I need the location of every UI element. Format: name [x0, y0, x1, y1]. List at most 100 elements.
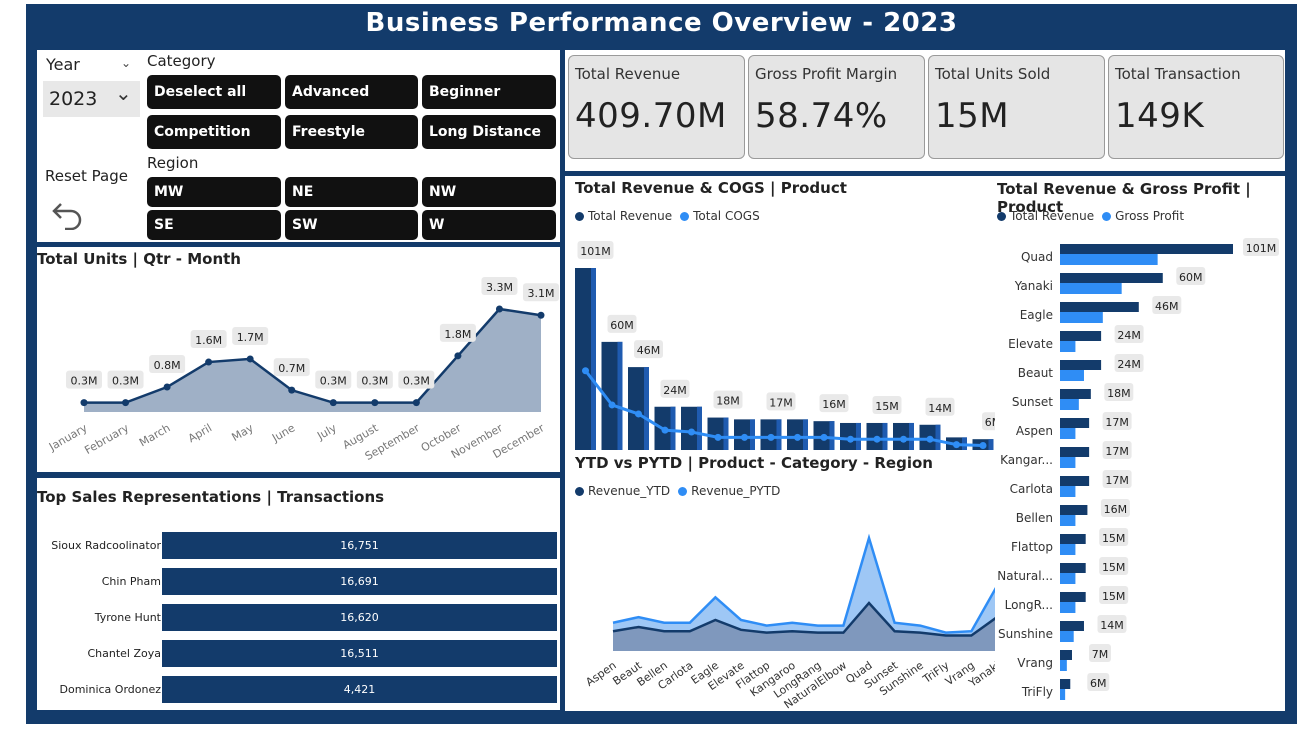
revenue-bar — [1060, 650, 1072, 660]
product-label: TriFly — [1021, 685, 1053, 699]
revenue-bar — [601, 341, 623, 450]
legend-dot — [1102, 211, 1112, 221]
ytd-area — [613, 602, 995, 651]
revenue-bar-shade — [803, 419, 808, 450]
profit-bar — [1060, 486, 1076, 497]
cogs-point — [953, 441, 960, 449]
cogs-point — [608, 401, 616, 409]
revenue-data-label-bg — [1152, 296, 1182, 314]
legend-dot — [575, 486, 584, 496]
revenue-data-label-bg — [982, 412, 995, 431]
revenue-bar — [681, 406, 702, 450]
units-data-label-bg — [481, 277, 518, 295]
units-point — [495, 305, 503, 313]
kpi-label: Gross Profit Margin — [755, 65, 898, 83]
revenue-data-label: 14M — [928, 402, 952, 415]
region-nw[interactable]: NW — [422, 177, 556, 207]
rev-gp-chart: Quad 101M Yanaki 60M Eagle 46M Elevate 24M Beaut… — [997, 238, 1279, 700]
units-data-label: 0.3M — [361, 375, 388, 388]
product-label: Elevate — [1008, 337, 1053, 351]
region-w[interactable]: W — [422, 210, 556, 240]
kpi-value: 149K — [1115, 96, 1205, 136]
reset-page-label: Reset Page — [45, 167, 128, 185]
category-long-distance[interactable]: Long Distance — [422, 115, 556, 149]
revenue-data-label: 14M — [1100, 619, 1124, 632]
dashboard-frame: Business Performance Overview - 2023 Yea… — [26, 4, 1297, 724]
page-title: Business Performance Overview - 2023 — [365, 8, 958, 38]
revenue-data-label: 46M — [1155, 300, 1179, 313]
revenue-data-label: 17M — [1105, 416, 1129, 429]
category-label: Category — [147, 52, 216, 70]
units-point — [537, 311, 545, 319]
kpi-panel: Total Revenue 409.70M Gross Profit Margi… — [565, 50, 1285, 171]
ytd-title: YTD vs PYTD | Product - Category - Regio… — [575, 454, 933, 472]
profit-bar — [1060, 312, 1103, 323]
revenue-bar — [1060, 563, 1086, 573]
ytd-legend: Revenue_YTD Revenue_PYTD — [575, 484, 780, 498]
revenue-bar-shade — [670, 406, 676, 450]
legend-label: Total Revenue — [588, 209, 673, 223]
cogs-point — [900, 435, 907, 443]
category-competition[interactable]: Competition — [147, 115, 281, 149]
cogs-point — [847, 435, 854, 443]
category-deselect-all[interactable]: Deselect all — [147, 75, 281, 109]
product-charts-panel: Total Revenue & COGS | Product Total Rev… — [565, 176, 1285, 711]
cogs-point — [688, 428, 695, 436]
cogs-point — [873, 435, 881, 443]
region-sw[interactable]: SW — [285, 210, 418, 240]
product-label: Flattop — [1011, 540, 1053, 554]
units-data-label: 0.8M — [154, 359, 181, 372]
kpi-card-gross-profit-margin: Gross Profit Margin 58.74% — [748, 55, 925, 159]
product-label: Yanaki — [1014, 279, 1053, 293]
year-dropdown[interactable]: 2023 ⌄ — [43, 81, 140, 117]
product-label: Vrang — [1017, 656, 1053, 670]
revenue-data-label-bg — [1097, 615, 1127, 633]
cogs-line — [584, 369, 984, 447]
cogs-point — [794, 433, 801, 441]
cogs-point — [926, 435, 934, 443]
units-tick-label: March — [137, 421, 173, 449]
legend-label: Revenue_YTD — [588, 484, 671, 498]
units-area-chart: 0.3MJanuary0.3MFebruary0.8MMarch1.6MApri… — [46, 277, 559, 463]
product-label: Quad — [1021, 250, 1053, 264]
units-point — [80, 399, 88, 407]
region-se[interactable]: SE — [147, 210, 281, 240]
rep-bar: 4,421 — [162, 676, 557, 703]
revenue-bar-shade — [776, 419, 782, 450]
units-point — [371, 399, 379, 407]
units-point — [163, 383, 171, 391]
revenue-data-label: 6M — [985, 416, 995, 429]
product-label: LongR... — [1005, 598, 1053, 612]
cogs-point — [714, 433, 722, 441]
chevron-down-icon[interactable]: ⌄ — [121, 56, 132, 70]
units-data-label-bg — [107, 370, 144, 389]
cogs-point — [741, 433, 748, 441]
units-data-label: 1.7M — [237, 331, 264, 344]
category-advanced[interactable]: Advanced — [285, 75, 418, 109]
kpi-card-total-revenue: Total Revenue 409.70M — [568, 55, 745, 159]
units-data-label-bg — [398, 370, 435, 389]
revenue-data-label-bg — [819, 394, 849, 413]
category-freestyle[interactable]: Freestyle — [285, 115, 418, 149]
region-mw[interactable]: MW — [147, 177, 281, 207]
profit-bar — [1060, 602, 1076, 613]
revenue-data-label-bg — [872, 395, 902, 414]
units-chart-title: Total Units | Qtr - Month — [37, 250, 241, 268]
profit-bar — [1060, 283, 1122, 294]
rep-row: Chin Pham 16,691 — [37, 568, 557, 595]
undo-icon[interactable] — [51, 196, 85, 230]
category-beginner[interactable]: Beginner — [422, 75, 556, 109]
rep-name: Chin Pham — [101, 575, 161, 588]
product-label: Carlota — [1010, 482, 1053, 496]
region-ne[interactable]: NE — [285, 177, 418, 207]
units-data-label: 1.8M — [444, 328, 471, 341]
revenue-bar — [1060, 476, 1090, 486]
revenue-data-label-bg — [766, 392, 796, 411]
units-point — [122, 399, 130, 407]
revenue-data-label-bg — [577, 241, 614, 259]
revenue-bar-shade — [591, 268, 596, 450]
revenue-data-label-bg — [1102, 441, 1132, 459]
legend-dot — [678, 486, 688, 496]
rep-bar: 16,620 — [162, 604, 557, 631]
units-point — [205, 358, 213, 366]
